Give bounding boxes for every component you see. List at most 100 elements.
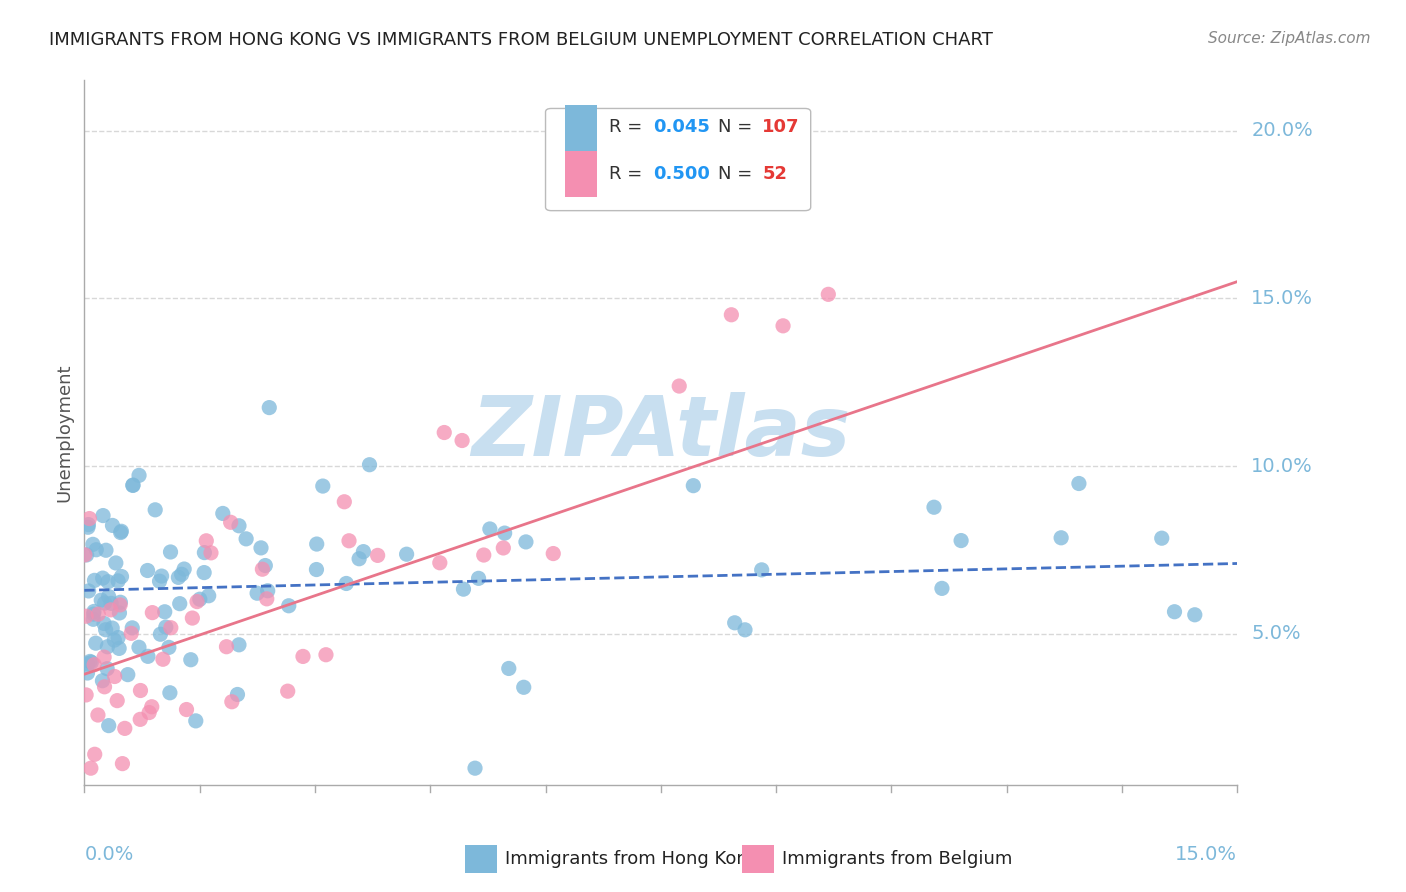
Text: 15.0%: 15.0%	[1251, 289, 1313, 308]
Point	[228, 518, 250, 533]
Point	[75, 609, 97, 624]
Point	[277, 599, 299, 613]
Point	[221, 695, 243, 709]
Point	[107, 574, 129, 588]
Point	[492, 541, 515, 555]
Point	[433, 425, 456, 440]
Point	[129, 683, 152, 698]
Point	[931, 582, 953, 596]
Point	[720, 308, 742, 322]
Point	[256, 591, 278, 606]
Point	[91, 673, 114, 688]
Point	[138, 706, 160, 720]
Point	[122, 478, 145, 492]
Point	[817, 287, 839, 301]
Point	[1067, 476, 1090, 491]
Point	[472, 548, 495, 562]
FancyBboxPatch shape	[465, 845, 498, 873]
Point	[734, 623, 756, 637]
Point	[176, 702, 198, 716]
Point	[186, 594, 208, 608]
Point	[83, 747, 105, 762]
FancyBboxPatch shape	[565, 151, 598, 196]
Text: 10.0%: 10.0%	[1251, 457, 1313, 475]
Point	[87, 708, 110, 723]
Point	[367, 549, 389, 563]
Point	[101, 518, 124, 533]
Text: N =: N =	[718, 165, 758, 183]
Point	[429, 556, 451, 570]
Point	[173, 562, 195, 576]
Point	[94, 543, 117, 558]
Point	[305, 562, 328, 576]
Point	[79, 511, 101, 525]
Point	[359, 458, 381, 472]
Point	[77, 583, 100, 598]
FancyBboxPatch shape	[565, 105, 598, 151]
Text: 0.0%: 0.0%	[84, 846, 134, 864]
Point	[111, 756, 134, 771]
Point	[195, 533, 218, 548]
Text: 0.045: 0.045	[652, 119, 710, 136]
Point	[90, 593, 112, 607]
Point	[155, 620, 177, 634]
Point	[148, 574, 170, 589]
Point	[254, 558, 277, 573]
Point	[110, 569, 132, 583]
Point	[337, 533, 360, 548]
Point	[181, 611, 204, 625]
Point	[498, 661, 520, 675]
Point	[1150, 531, 1173, 545]
Point	[305, 537, 328, 551]
Point	[228, 638, 250, 652]
Point	[1050, 531, 1073, 545]
Text: 15.0%: 15.0%	[1175, 846, 1237, 864]
Text: R =: R =	[609, 165, 648, 183]
Point	[82, 612, 104, 626]
Point	[104, 556, 127, 570]
Point	[464, 761, 486, 775]
Point	[80, 761, 103, 775]
Point	[100, 596, 122, 610]
Point	[211, 507, 233, 521]
Text: Immigrants from Hong Kong: Immigrants from Hong Kong	[505, 850, 759, 868]
Point	[103, 633, 125, 648]
Point	[80, 655, 103, 669]
Point	[77, 520, 100, 534]
Text: 0.500: 0.500	[652, 165, 710, 183]
Point	[128, 468, 150, 483]
Text: IMMIGRANTS FROM HONG KONG VS IMMIGRANTS FROM BELGIUM UNEMPLOYMENT CORRELATION CH: IMMIGRANTS FROM HONG KONG VS IMMIGRANTS …	[49, 31, 993, 49]
Point	[197, 589, 219, 603]
Point	[312, 479, 335, 493]
Point	[76, 657, 98, 671]
Point	[188, 592, 211, 607]
Point	[1184, 607, 1206, 622]
Point	[150, 569, 173, 583]
Point	[513, 681, 536, 695]
Point	[478, 522, 501, 536]
Point	[772, 318, 794, 333]
Point	[184, 714, 207, 728]
Point	[157, 640, 180, 655]
Point	[93, 680, 115, 694]
Point	[73, 548, 96, 562]
Point	[335, 576, 357, 591]
Point	[494, 526, 516, 541]
Point	[93, 650, 115, 665]
Point	[76, 666, 98, 681]
Point	[200, 546, 222, 560]
Point	[91, 571, 114, 585]
Point	[159, 545, 181, 559]
Point	[922, 500, 945, 515]
Point	[100, 603, 122, 617]
Point	[668, 379, 690, 393]
Point	[235, 532, 257, 546]
Point	[215, 640, 238, 654]
Point	[724, 615, 747, 630]
Text: 20.0%: 20.0%	[1251, 121, 1313, 140]
Point	[108, 641, 131, 656]
Point	[121, 621, 143, 635]
Point	[682, 478, 704, 492]
Point	[83, 574, 105, 588]
Point	[136, 649, 159, 664]
